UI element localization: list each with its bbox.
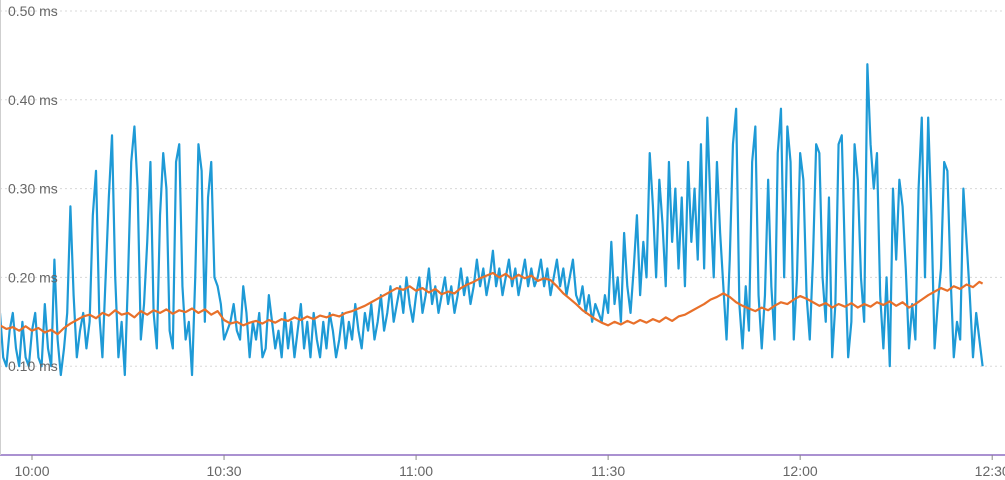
y-tick-label: 0.40 ms (8, 92, 58, 108)
x-tick-label: 10:30 (207, 463, 242, 479)
x-tick-label: 12:00 (783, 463, 818, 479)
series-line-0 (0, 63, 984, 377)
x-tick-label: 10:00 (14, 463, 49, 479)
x-tick-label: 11:30 (591, 463, 625, 479)
y-tick-label: 0.10 ms (8, 358, 58, 374)
y-tick-label: 0.50 ms (8, 3, 58, 19)
y-tick-label: 0.20 ms (8, 269, 58, 285)
y-axis-tick-labels: 0.10 ms 0.20 ms 0.30 ms 0.40 ms 0.50 ms (8, 3, 58, 374)
x-axis-ticks: 10:00 10:30 11:00 11:30 12:00 12:30 (14, 455, 1005, 479)
x-tick-label: 11:00 (399, 463, 433, 479)
series-lines (0, 63, 984, 377)
y-tick-label: 0.30 ms (8, 181, 58, 197)
series-line-1 (0, 271, 984, 336)
x-tick-label: 12:30 (975, 463, 1005, 479)
